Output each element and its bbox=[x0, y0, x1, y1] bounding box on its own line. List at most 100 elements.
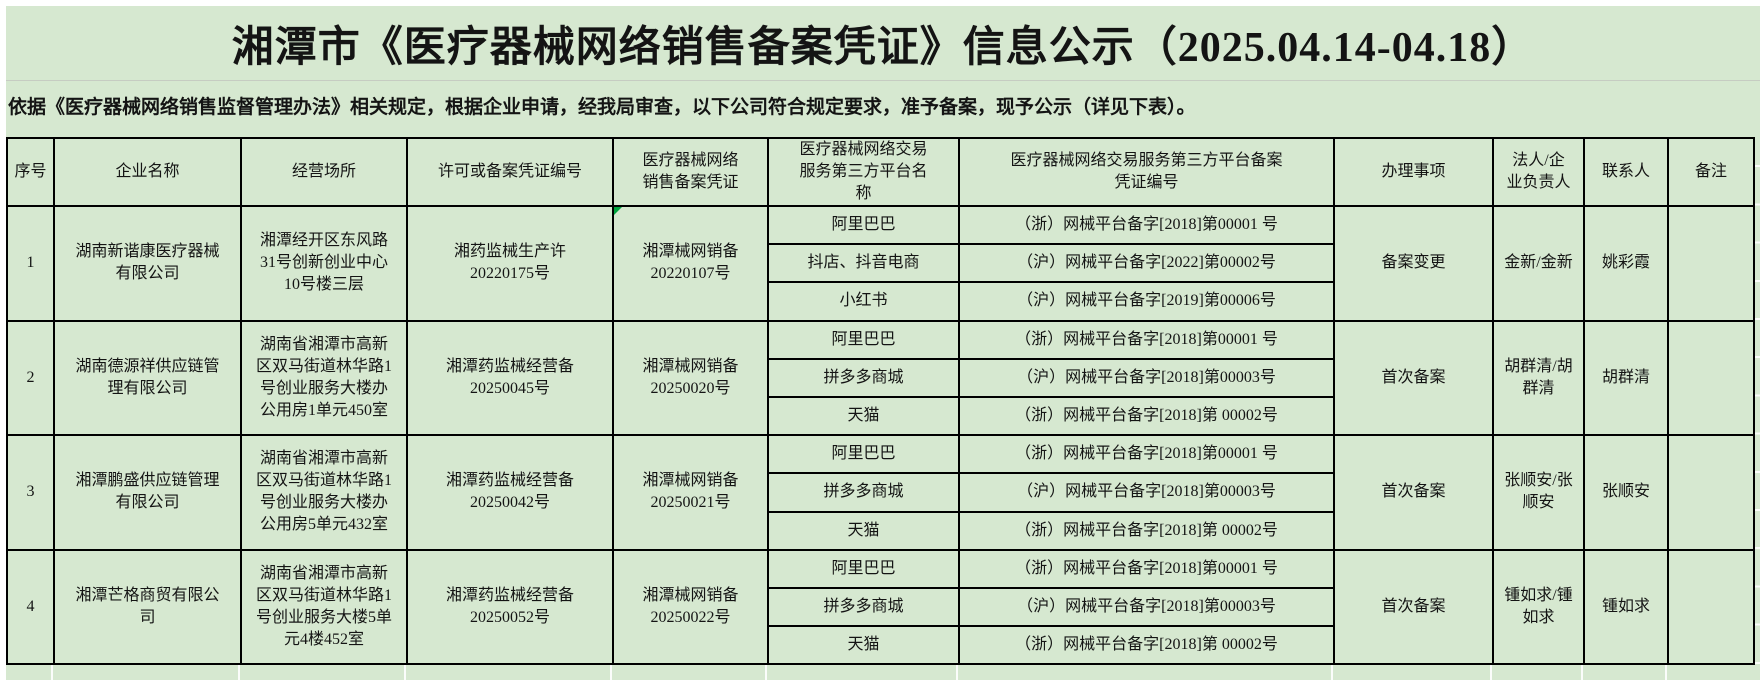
cell-platform-name[interactable]: 阿里巴巴 bbox=[767, 319, 960, 360]
cell-company-name[interactable]: 湘潭鹏盛供应链管理 有限公司 bbox=[53, 434, 242, 551]
cell-platform-cert-no[interactable]: （沪）网械平台备字[2018]第00003号 bbox=[958, 357, 1335, 398]
cell-platform-cert-no[interactable]: （浙）网械平台备字[2018]第 00002号 bbox=[958, 395, 1335, 437]
cell-action[interactable]: 首次备案 bbox=[1333, 548, 1494, 666]
cell-sales-cert-no[interactable]: 湘潭械网销备 20250022号 bbox=[612, 548, 769, 666]
cell-company-name[interactable]: 湖南新谐康医疗器械 有限公司 bbox=[53, 205, 242, 322]
cell-platform-name[interactable]: 天猫 bbox=[767, 395, 960, 437]
cell-legal-person[interactable]: 胡群清/胡 群清 bbox=[1492, 319, 1585, 437]
col-header-serial-no[interactable]: 序号 bbox=[6, 137, 55, 207]
cell-serial-no[interactable]: 1 bbox=[6, 205, 55, 322]
table-row: 3 湘潭鹏盛供应链管理 有限公司 湖南省湘潭市高新 区双马街道林华路1 号创业服… bbox=[6, 434, 1755, 551]
registration-table: 序号 企业名称 经营场所 许可或备案凭证编号 医疗器械网络 销售备案凭证 医疗器… bbox=[6, 137, 1755, 666]
cell-business-address[interactable]: 湖南省湘潭市高新 区双马街道林华路1 号创业服务大楼办 公用房1单元450室 bbox=[240, 319, 408, 437]
cell-sales-cert-no[interactable]: 湘潭械网销备 20250020号 bbox=[612, 319, 769, 437]
cell-platform-cert-no[interactable]: （沪）网械平台备字[2022]第00002号 bbox=[958, 243, 1335, 284]
col-header-note[interactable]: 备注 bbox=[1667, 137, 1755, 207]
grid-cell[interactable] bbox=[53, 665, 240, 680]
col-header-company-name[interactable]: 企业名称 bbox=[53, 137, 242, 207]
table-row: 小红书 （沪）网械平台备字[2019]第00006号 bbox=[7, 281, 1754, 322]
title-row: 湘潭市《医疗器械网络销售备案凭证》信息公示（2025.04.14-04.18） bbox=[6, 6, 1760, 81]
table-header-row: 序号 企业名称 经营场所 许可或备案凭证编号 医疗器械网络 销售备案凭证 医疗器… bbox=[6, 137, 1755, 207]
grid-cell[interactable] bbox=[767, 665, 958, 680]
subtitle-row: 依据《医疗器械网络销售监督管理办法》相关规定，根据企业申请，经我局审查，以下公司… bbox=[6, 81, 1760, 130]
cell-license-no[interactable]: 湘潭药监械经营备 20250045号 bbox=[406, 319, 614, 437]
cell-sales-cert-text: 湘潭械网销备 20220107号 bbox=[642, 243, 739, 283]
cell-contact[interactable]: 锺如求 bbox=[1583, 548, 1669, 666]
cell-contact[interactable]: 张顺安 bbox=[1583, 434, 1669, 551]
cell-platform-cert-no[interactable]: （沪）网械平台备字[2019]第00006号 bbox=[958, 281, 1335, 322]
grid-cell[interactable] bbox=[240, 665, 406, 680]
cell-business-address[interactable]: 湖南省湘潭市高新 区双马街道林华路1 号创业服务大楼5单 元4楼452室 bbox=[240, 548, 408, 666]
table-row: 天猫 （浙）网械平台备字[2018]第 00002号 bbox=[7, 625, 1754, 666]
cell-platform-name[interactable]: 拼多多商城 bbox=[767, 586, 960, 628]
cell-platform-cert-no[interactable]: （浙）网械平台备字[2018]第 00002号 bbox=[958, 625, 1335, 666]
cell-platform-name[interactable]: 小红书 bbox=[767, 281, 960, 322]
col-header-platform-name[interactable]: 医疗器械网络交易 服务第三方平台名 称 bbox=[767, 137, 960, 207]
cell-platform-cert-no[interactable]: （浙）网械平台备字[2018]第00001 号 bbox=[958, 319, 1335, 360]
table-row: 4 湘潭芒格商贸有限公 司 湖南省湘潭市高新 区双马街道林华路1 号创业服务大楼… bbox=[6, 548, 1755, 666]
table-row: 抖店、抖音电商 （沪）网械平台备字[2022]第00002号 bbox=[7, 243, 1754, 284]
cell-serial-no[interactable]: 4 bbox=[6, 548, 55, 666]
cell-platform-name[interactable]: 拼多多商城 bbox=[767, 472, 960, 513]
cell-platform-name[interactable]: 阿里巴巴 bbox=[767, 548, 960, 589]
table-row: 天猫 （浙）网械平台备字[2018]第 00002号 bbox=[7, 510, 1754, 551]
cell-serial-no[interactable]: 3 bbox=[6, 434, 55, 551]
table-row: 天猫 （浙）网械平台备字[2018]第 00002号 bbox=[7, 395, 1754, 437]
cell-legal-person[interactable]: 锺如求/锺 如求 bbox=[1492, 548, 1585, 666]
col-header-license-no[interactable]: 许可或备案凭证编号 bbox=[406, 137, 614, 207]
cell-legal-person[interactable]: 张顺安/张 顺安 bbox=[1492, 434, 1585, 551]
cell-company-name[interactable]: 湖南德源祥供应链管 理有限公司 bbox=[53, 319, 242, 437]
cell-sales-cert-no[interactable]: 湘潭械网销备 20220107号 bbox=[612, 205, 769, 322]
cell-platform-name[interactable]: 天猫 bbox=[767, 625, 960, 666]
cell-note[interactable] bbox=[1667, 548, 1755, 666]
cell-platform-name[interactable]: 抖店、抖音电商 bbox=[767, 243, 960, 284]
right-grid-strip bbox=[1755, 129, 1760, 680]
col-header-business-address[interactable]: 经营场所 bbox=[240, 137, 408, 207]
cell-platform-cert-no[interactable]: （浙）网械平台备字[2018]第00001 号 bbox=[958, 548, 1335, 589]
cell-license-no[interactable]: 湘潭药监械经营备 20250042号 bbox=[406, 434, 614, 551]
grid-cell[interactable] bbox=[958, 665, 1333, 680]
col-header-sales-cert[interactable]: 医疗器械网络 销售备案凭证 bbox=[612, 137, 769, 207]
page-title: 湘潭市《医疗器械网络销售备案凭证》信息公示（2025.04.14-04.18） bbox=[231, 24, 1535, 71]
cell-platform-cert-no[interactable]: （浙）网械平台备字[2018]第00001 号 bbox=[958, 204, 1335, 246]
cell-company-name[interactable]: 湘潭芒格商贸有限公 司 bbox=[53, 548, 242, 666]
grid-cell[interactable] bbox=[1667, 665, 1751, 680]
cell-action[interactable]: 首次备案 bbox=[1333, 319, 1494, 437]
cell-legal-person[interactable]: 金新/金新 bbox=[1492, 205, 1585, 322]
grid-cell[interactable] bbox=[1333, 665, 1492, 680]
cell-action[interactable]: 备案变更 bbox=[1333, 205, 1494, 322]
grid-cell[interactable] bbox=[1583, 665, 1667, 680]
cell-license-no[interactable]: 湘潭药监械经营备 20250052号 bbox=[406, 548, 614, 666]
cell-platform-cert-no[interactable]: （沪）网械平台备字[2018]第00003号 bbox=[958, 586, 1335, 628]
grid-cell[interactable] bbox=[6, 665, 53, 680]
cell-business-address[interactable]: 湖南省湘潭市高新 区双马街道林华路1 号创业服务大楼办 公用房5单元432室 bbox=[240, 434, 408, 551]
col-header-platform-cert-no[interactable]: 医疗器械网络交易服务第三方平台备案 凭证编号 bbox=[958, 137, 1335, 207]
cell-platform-cert-no[interactable]: （浙）网械平台备字[2018]第 00002号 bbox=[958, 510, 1335, 551]
grid-cell[interactable] bbox=[406, 665, 612, 680]
cell-platform-name[interactable]: 拼多多商城 bbox=[767, 357, 960, 398]
cell-platform-name[interactable]: 阿里巴巴 bbox=[767, 204, 960, 246]
cell-note[interactable] bbox=[1667, 205, 1755, 322]
table-row: 1 湖南新谐康医疗器械 有限公司 湘潭经开区东风路 31号创新创业中心 10号楼… bbox=[6, 204, 1755, 322]
col-header-legal-person[interactable]: 法人/企 业负责人 bbox=[1492, 137, 1585, 207]
col-header-contact[interactable]: 联系人 bbox=[1583, 137, 1669, 207]
cell-action[interactable]: 首次备案 bbox=[1333, 434, 1494, 551]
cell-sales-cert-no[interactable]: 湘潭械网销备 20250021号 bbox=[612, 434, 769, 551]
cell-platform-cert-no[interactable]: （沪）网械平台备字[2018]第00003号 bbox=[958, 472, 1335, 513]
cell-platform-name[interactable]: 阿里巴巴 bbox=[767, 434, 960, 475]
cell-contact[interactable]: 姚彩霞 bbox=[1583, 205, 1669, 322]
bottom-grid-strip bbox=[6, 665, 1753, 680]
col-header-action[interactable]: 办理事项 bbox=[1333, 137, 1494, 207]
table-row: 拼多多商城 （沪）网械平台备字[2018]第00003号 bbox=[7, 472, 1754, 513]
grid-cell[interactable] bbox=[1492, 665, 1583, 680]
cell-business-address[interactable]: 湘潭经开区东风路 31号创新创业中心 10号楼三层 bbox=[240, 205, 408, 322]
page-subtitle: 依据《医疗器械网络销售监督管理办法》相关规定，根据企业申请，经我局审查，以下公司… bbox=[8, 97, 1196, 118]
grid-cell[interactable] bbox=[612, 665, 767, 680]
cell-contact[interactable]: 胡群清 bbox=[1583, 319, 1669, 437]
cell-platform-cert-no[interactable]: （浙）网械平台备字[2018]第00001 号 bbox=[958, 434, 1335, 475]
cell-note[interactable] bbox=[1667, 319, 1755, 437]
cell-license-no[interactable]: 湘药监械生产许 20220175号 bbox=[406, 205, 614, 322]
cell-serial-no[interactable]: 2 bbox=[6, 319, 55, 437]
cell-platform-name[interactable]: 天猫 bbox=[767, 510, 960, 551]
cell-note[interactable] bbox=[1667, 434, 1755, 551]
